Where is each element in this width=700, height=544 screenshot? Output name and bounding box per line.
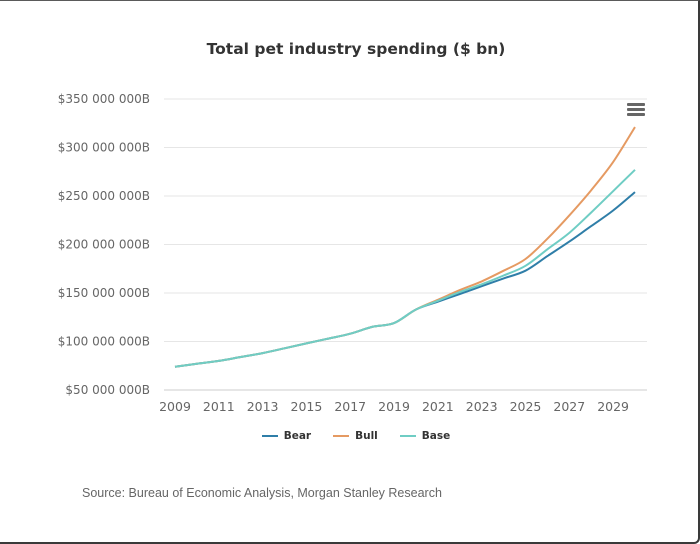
x-tick-label: 2023 bbox=[466, 399, 498, 414]
legend-swatch-base bbox=[399, 435, 416, 437]
y-tick-label: $100 000 000B bbox=[58, 335, 150, 349]
x-axis-ticks: 2009 2011 2013 2015 2017 2019 2021 2023 2025 2027… bbox=[159, 399, 629, 414]
chart-title: Total pet industry spending ($ bn) bbox=[206, 40, 506, 58]
x-tick-label: 2025 bbox=[510, 399, 542, 414]
y-tick-label: $200 000 000B bbox=[58, 238, 150, 252]
x-tick-label: 2019 bbox=[378, 399, 410, 414]
x-tick-label: 2011 bbox=[203, 399, 235, 414]
x-tick-label: 2015 bbox=[291, 399, 323, 414]
y-tick-label: $350 000 000B bbox=[58, 92, 150, 106]
legend-item-bear[interactable]: Bear bbox=[261, 430, 312, 442]
y-axis-ticks: $50 000 000B $100 000 000B $150 000 000B $2… bbox=[58, 92, 150, 397]
x-tick-label: 2029 bbox=[597, 399, 629, 414]
series-lines bbox=[174, 126, 636, 368]
legend-item-bull[interactable]: Bull bbox=[333, 430, 378, 442]
chart-legend: Bear Bull Base bbox=[0, 430, 700, 442]
y-tick-label: $300 000 000B bbox=[58, 141, 150, 155]
legend-label-base: Base bbox=[421, 430, 451, 442]
chart-menu-button[interactable] bbox=[627, 103, 645, 117]
y-tick-label: $150 000 000B bbox=[58, 286, 150, 300]
y-tick-label: $50 000 000B bbox=[65, 383, 150, 397]
x-tick-label: 2017 bbox=[334, 399, 366, 414]
hamburger-menu-icon-bar bbox=[627, 108, 645, 111]
source-note: Source: Bureau of Economic Analysis, Mor… bbox=[82, 486, 442, 500]
legend-swatch-bull bbox=[333, 435, 350, 437]
legend-item-base[interactable]: Base bbox=[399, 430, 451, 442]
x-tick-label: 2021 bbox=[422, 399, 454, 414]
x-tick-label: 2027 bbox=[553, 399, 585, 414]
y-tick-label: $250 000 000B bbox=[58, 189, 150, 203]
hamburger-menu-icon bbox=[627, 103, 645, 106]
legend-swatch-bear bbox=[261, 435, 278, 437]
hamburger-menu-icon-bar bbox=[627, 113, 645, 116]
series-line-bull[interactable] bbox=[174, 126, 636, 368]
legend-label-bear: Bear bbox=[283, 430, 312, 442]
grid-lines bbox=[164, 98, 647, 391]
legend-label-bull: Bull bbox=[355, 430, 378, 442]
x-tick-label: 2013 bbox=[247, 399, 279, 414]
series-line-base[interactable] bbox=[174, 169, 636, 368]
x-tick-label: 2009 bbox=[159, 399, 191, 414]
